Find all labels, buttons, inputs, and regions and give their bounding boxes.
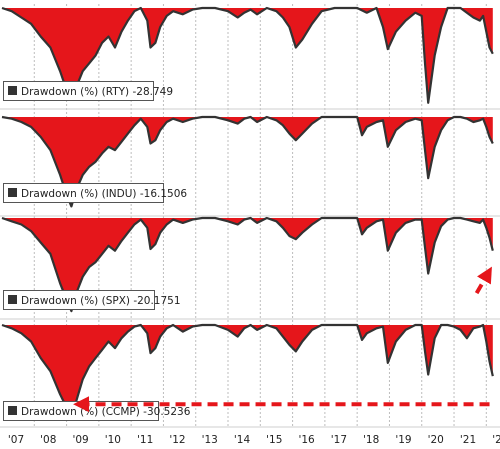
legend: Drawdown (%) (RTY) -28.749 (3, 81, 173, 101)
legend-box (3, 290, 155, 310)
drawdown-edge-line (1, 115, 494, 208)
legend-swatch (8, 188, 17, 197)
legend-swatch (8, 295, 17, 304)
red-dashed-arrow-1 (474, 266, 492, 295)
panel-2: Drawdown (%) (INDU) -16.1506 (0, 115, 500, 217)
legend-swatch (8, 406, 17, 415)
x-tick-label: '11 (137, 434, 153, 446)
legend-text: Drawdown (%) (INDU) -16.1506 (21, 188, 187, 200)
legend-text: Drawdown (%) (CCMP) -30.5236 (21, 406, 191, 418)
legend: Drawdown (%) (SPX) -20.1751 (3, 290, 181, 310)
panel-3: Drawdown (%) (SPX) -20.1751 (0, 216, 500, 320)
x-tick-label: '17 (331, 434, 347, 446)
x-tick-label: '12 (169, 434, 185, 446)
drawdown-edge-line (1, 216, 494, 313)
legend-text: Drawdown (%) (RTY) -28.749 (21, 86, 173, 98)
legend-box (3, 183, 164, 203)
x-tick-label: '18 (363, 434, 379, 446)
x-tick-label: '07 (8, 434, 24, 446)
legend: Drawdown (%) (INDU) -16.1506 (3, 183, 187, 203)
x-tick-label: '20 (428, 434, 444, 446)
drawdown-area (2, 218, 493, 312)
x-tick-label: '15 (266, 434, 282, 446)
x-tick-label: '08 (40, 434, 56, 446)
x-tick-label: '09 (72, 434, 88, 446)
x-tick-label: '16 (298, 434, 315, 446)
legend-box (3, 81, 154, 101)
x-tick-label: '14 (234, 434, 251, 446)
drawdown-edge-line (1, 6, 494, 104)
x-tick-label: '22 (492, 434, 500, 446)
x-tick-label: '13 (202, 434, 218, 446)
drawdown-area (2, 325, 493, 418)
panel-1: Drawdown (%) (RTY) -28.749 (0, 6, 500, 110)
legend-text: Drawdown (%) (SPX) -20.1751 (21, 295, 181, 307)
x-tick-label: '10 (105, 434, 121, 446)
drawdown-edge-line (1, 323, 494, 419)
x-tick-label: '21 (460, 434, 476, 446)
panel-4: Drawdown (%) (CCMP) -30.5236 (0, 323, 500, 428)
x-tick-label: '19 (395, 434, 411, 446)
legend-swatch (8, 86, 17, 95)
